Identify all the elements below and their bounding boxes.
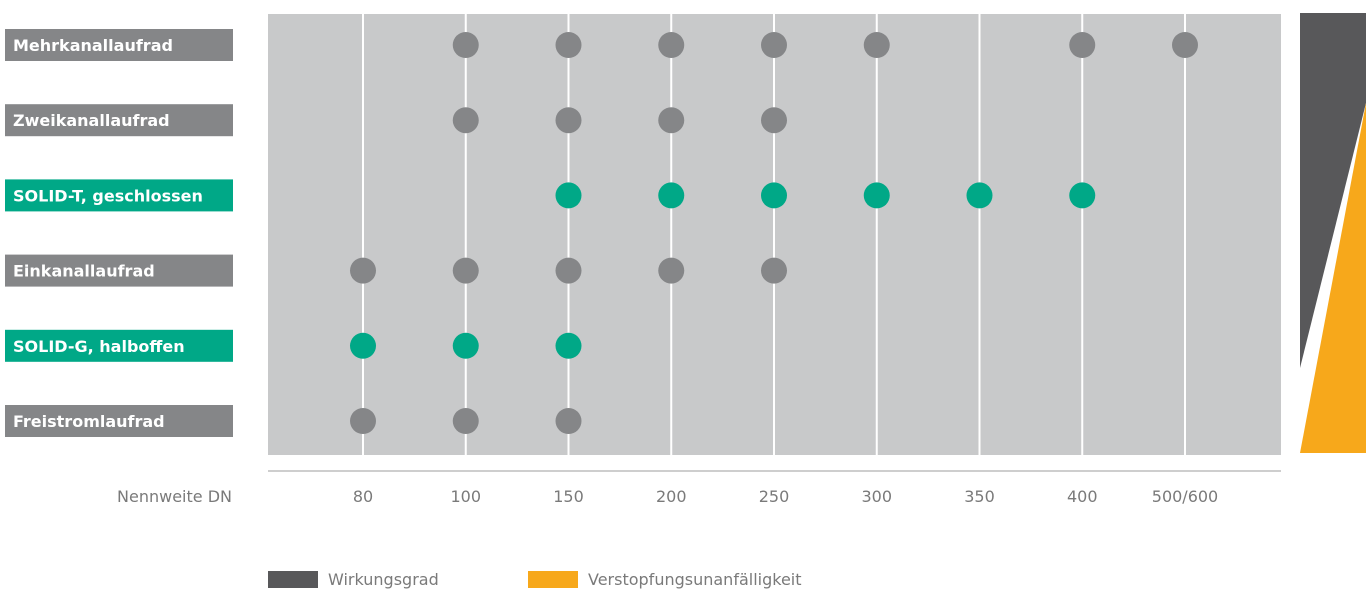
data-point <box>761 107 787 134</box>
data-point <box>658 32 685 58</box>
data-point <box>761 257 787 284</box>
data-point <box>350 332 376 359</box>
legend-item-verstopfung: Verstopfungsunanfälligkeit <box>528 569 802 589</box>
x-tick-label: 300 <box>861 487 892 506</box>
data-point <box>1069 32 1096 58</box>
x-tick-label: 400 <box>1067 487 1098 506</box>
category-labels: Mehrkanallaufrad Zweikanallaufrad SOLID-T,… <box>5 29 233 437</box>
category-label-box <box>5 405 233 437</box>
data-point <box>555 408 582 434</box>
data-point <box>350 408 376 434</box>
data-point <box>761 182 787 209</box>
data-point <box>555 182 582 209</box>
data-points <box>350 32 1198 434</box>
category-label: SOLID-T, geschlossen <box>13 186 203 205</box>
x-tick-label: 350 <box>964 487 995 506</box>
category-label: SOLID-G, halboffen <box>13 337 185 356</box>
x-tick-labels: 80 100 150 200 250 300 350 400 500/600 <box>353 487 1218 506</box>
category-label-box <box>5 179 233 212</box>
data-point <box>1172 32 1198 58</box>
category-label-box <box>5 104 233 137</box>
data-point <box>452 32 479 58</box>
data-point <box>658 182 685 209</box>
legend-item-wirkungsgrad: Wirkungsgrad <box>268 569 439 589</box>
verstopfung-wedge <box>1300 103 1366 453</box>
data-point <box>555 257 582 284</box>
data-point <box>350 257 376 284</box>
data-point <box>555 107 582 134</box>
data-point <box>452 257 479 284</box>
data-point <box>555 32 582 58</box>
legend-label-verstopfung: Verstopfungsunanfälligkeit <box>588 569 802 589</box>
category-label: Zweikanallaufrad <box>13 111 170 130</box>
x-axis-title: Nennweite DN <box>117 487 232 506</box>
data-point <box>761 32 787 58</box>
x-tick-label: 250 <box>759 487 790 506</box>
legend-swatch-dark <box>268 570 318 588</box>
data-point <box>452 332 479 359</box>
data-point <box>1069 182 1096 209</box>
category-label-box <box>5 29 233 61</box>
category-label: Einkanallaufrad <box>13 262 155 281</box>
x-tick-label: 80 <box>353 487 373 506</box>
gridlines <box>362 14 1186 455</box>
data-point <box>863 182 890 209</box>
data-point <box>658 257 685 284</box>
x-tick-label: 100 <box>450 487 481 506</box>
legend-swatch-orange <box>528 570 578 588</box>
data-point <box>452 107 479 134</box>
x-tick-label: 150 <box>553 487 584 506</box>
x-tick-label: 200 <box>656 487 687 506</box>
data-point <box>452 408 479 434</box>
data-point <box>966 182 993 209</box>
category-label-box <box>5 254 233 287</box>
data-point <box>658 107 685 134</box>
x-tick-label: 500/600 <box>1152 487 1218 506</box>
category-label: Freistromlaufrad <box>13 412 165 431</box>
category-label: Mehrkanallaufrad <box>13 36 173 55</box>
data-point <box>555 332 582 359</box>
data-point <box>863 32 890 58</box>
wirkungsgrad-wedge <box>1300 13 1366 368</box>
legend-label-wirkungsgrad: Wirkungsgrad <box>328 569 439 589</box>
category-label-box <box>5 329 233 362</box>
